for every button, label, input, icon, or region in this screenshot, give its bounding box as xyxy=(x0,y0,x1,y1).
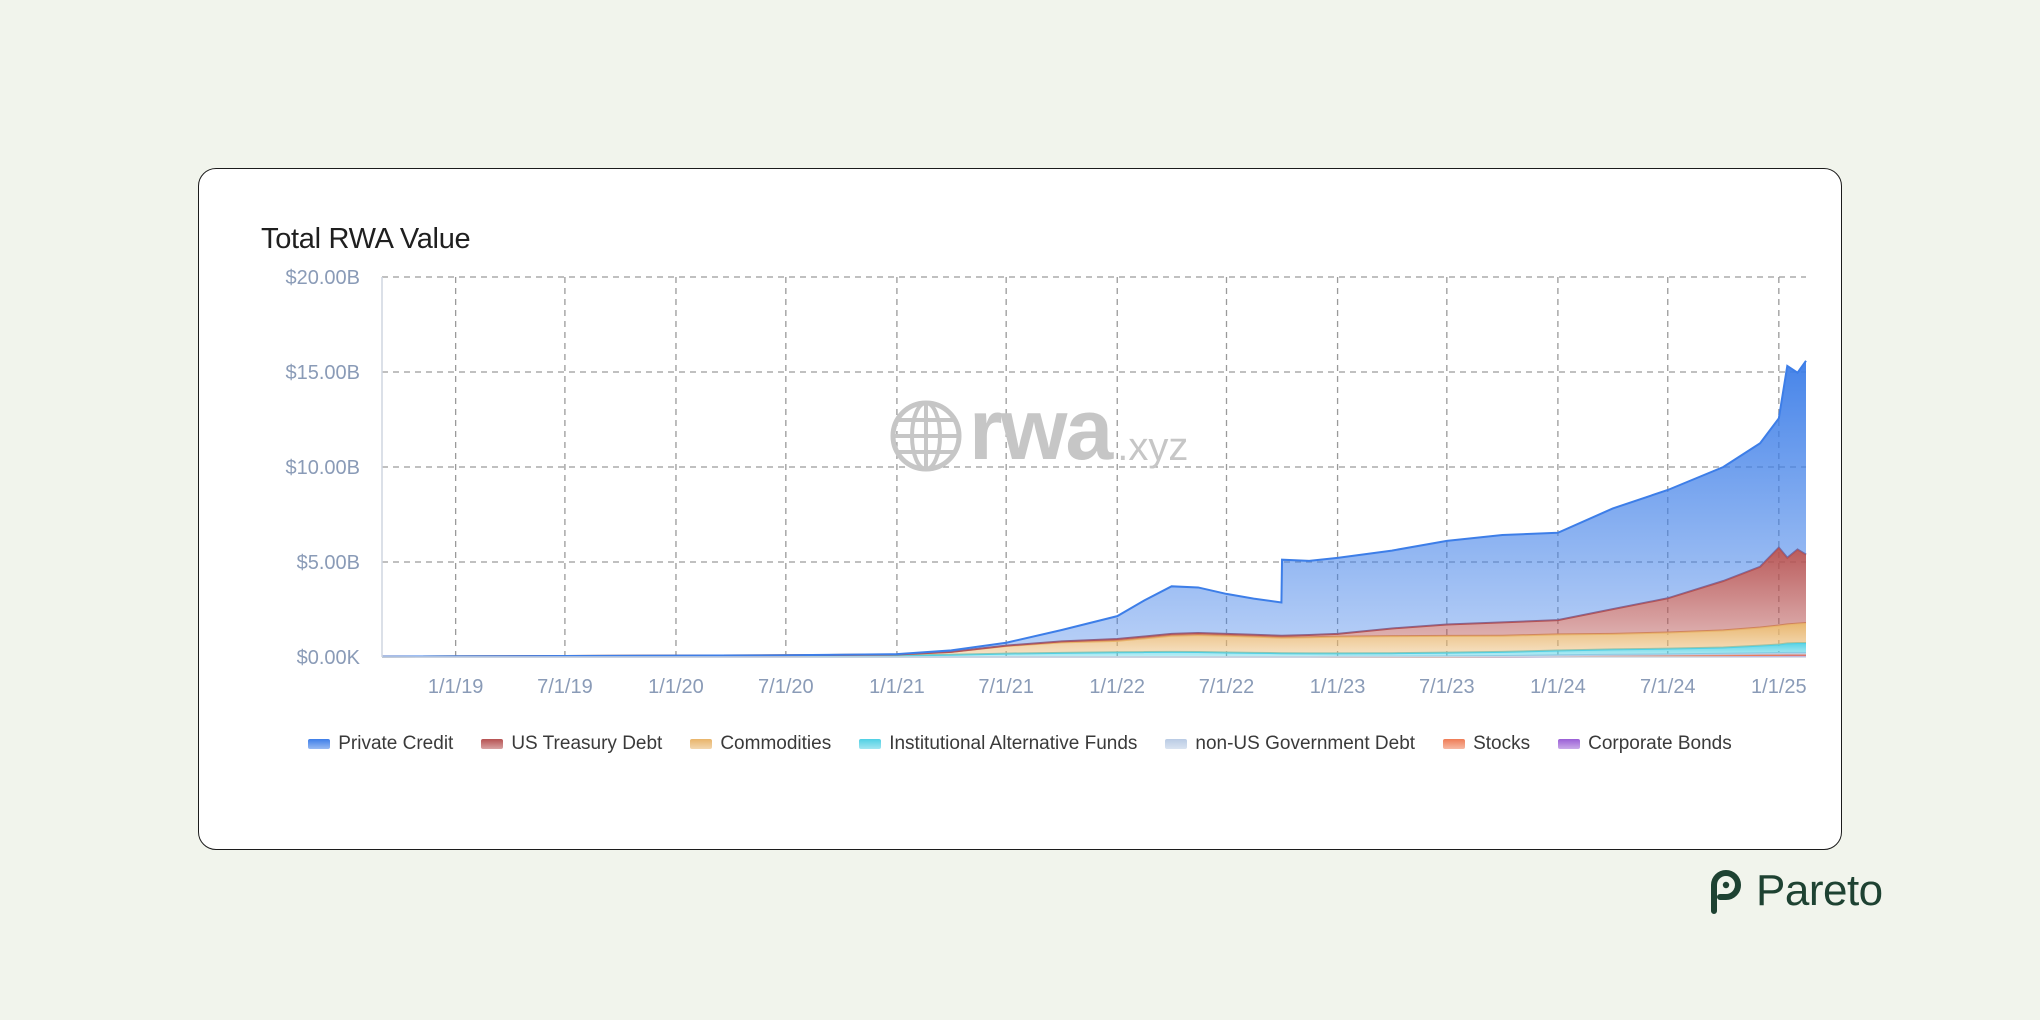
x-tick-label: 7/1/20 xyxy=(758,676,814,698)
legend-swatch xyxy=(1558,739,1581,749)
legend-swatch xyxy=(481,739,504,749)
y-tick-label: $15.00B xyxy=(285,362,360,384)
y-tick-label: $20.00B xyxy=(285,267,360,289)
area-chart: $0.00K $5.00B $10.00B $15.00B $20.00B 1/1/19 7… xyxy=(285,267,1807,698)
x-tick-label: 1/1/24 xyxy=(1530,676,1586,698)
legend-label: Corporate Bonds xyxy=(1588,733,1732,754)
legend-item[interactable]: non-US Government Debt xyxy=(1165,733,1415,755)
legend-swatch xyxy=(308,739,331,749)
legend-swatch xyxy=(859,739,882,749)
chart-title: Total RWA Value xyxy=(261,223,471,255)
area-private-credit xyxy=(382,360,1806,657)
area-private-credit-line xyxy=(381,360,1807,658)
x-tick-label: 7/1/19 xyxy=(537,676,593,698)
legend-label: Commodities xyxy=(720,733,832,754)
area-us-treasury-debt xyxy=(382,547,1806,657)
x-tick-label: 1/1/20 xyxy=(648,676,704,698)
brand-name: Pareto xyxy=(1756,866,1883,915)
pareto-logo-icon xyxy=(1711,870,1741,914)
x-tick-label: 1/1/23 xyxy=(1310,676,1366,698)
x-tick-label: 1/1/21 xyxy=(869,676,925,698)
x-tick-label: 1/1/25 xyxy=(1751,676,1807,698)
x-tick-label: 1/1/19 xyxy=(428,676,484,698)
chart-legend: Private Credit US Treasury Debt Commoditie… xyxy=(199,733,1841,755)
y-tick-label: $10.00B xyxy=(285,457,360,479)
legend-label: Stocks xyxy=(1473,733,1531,754)
legend-swatch xyxy=(690,739,713,749)
area-commodities xyxy=(382,622,1806,657)
y-tick-label: $5.00B xyxy=(297,552,360,574)
pareto-brand: Pareto xyxy=(1704,866,1883,916)
y-tick-label: $0.00K xyxy=(297,647,361,669)
chart-card: Total RWA Value $0.00K $5.00B $10.00B $15.0… xyxy=(198,168,1842,850)
legend-item[interactable]: Stocks xyxy=(1443,733,1530,755)
x-tick-label: 7/1/21 xyxy=(978,676,1034,698)
x-tick-label: 7/1/22 xyxy=(1199,676,1255,698)
legend-item[interactable]: US Treasury Debt xyxy=(481,733,662,755)
x-tick-label: 7/1/24 xyxy=(1640,676,1696,698)
legend-label: Private Credit xyxy=(338,733,454,754)
legend-item[interactable]: Corporate Bonds xyxy=(1558,733,1732,755)
legend-label: non-US Government Debt xyxy=(1195,733,1416,754)
legend-label: US Treasury Debt xyxy=(511,733,663,754)
legend-item[interactable]: Commodities xyxy=(690,733,831,755)
legend-item[interactable]: Institutional Alternative Funds xyxy=(859,733,1137,755)
legend-item[interactable]: Private Credit xyxy=(308,733,453,755)
legend-label: Institutional Alternative Funds xyxy=(889,733,1138,754)
legend-swatch xyxy=(1165,739,1188,749)
x-tick-label: 7/1/23 xyxy=(1419,676,1475,698)
x-tick-label: 1/1/22 xyxy=(1089,676,1145,698)
legend-swatch xyxy=(1443,739,1466,749)
